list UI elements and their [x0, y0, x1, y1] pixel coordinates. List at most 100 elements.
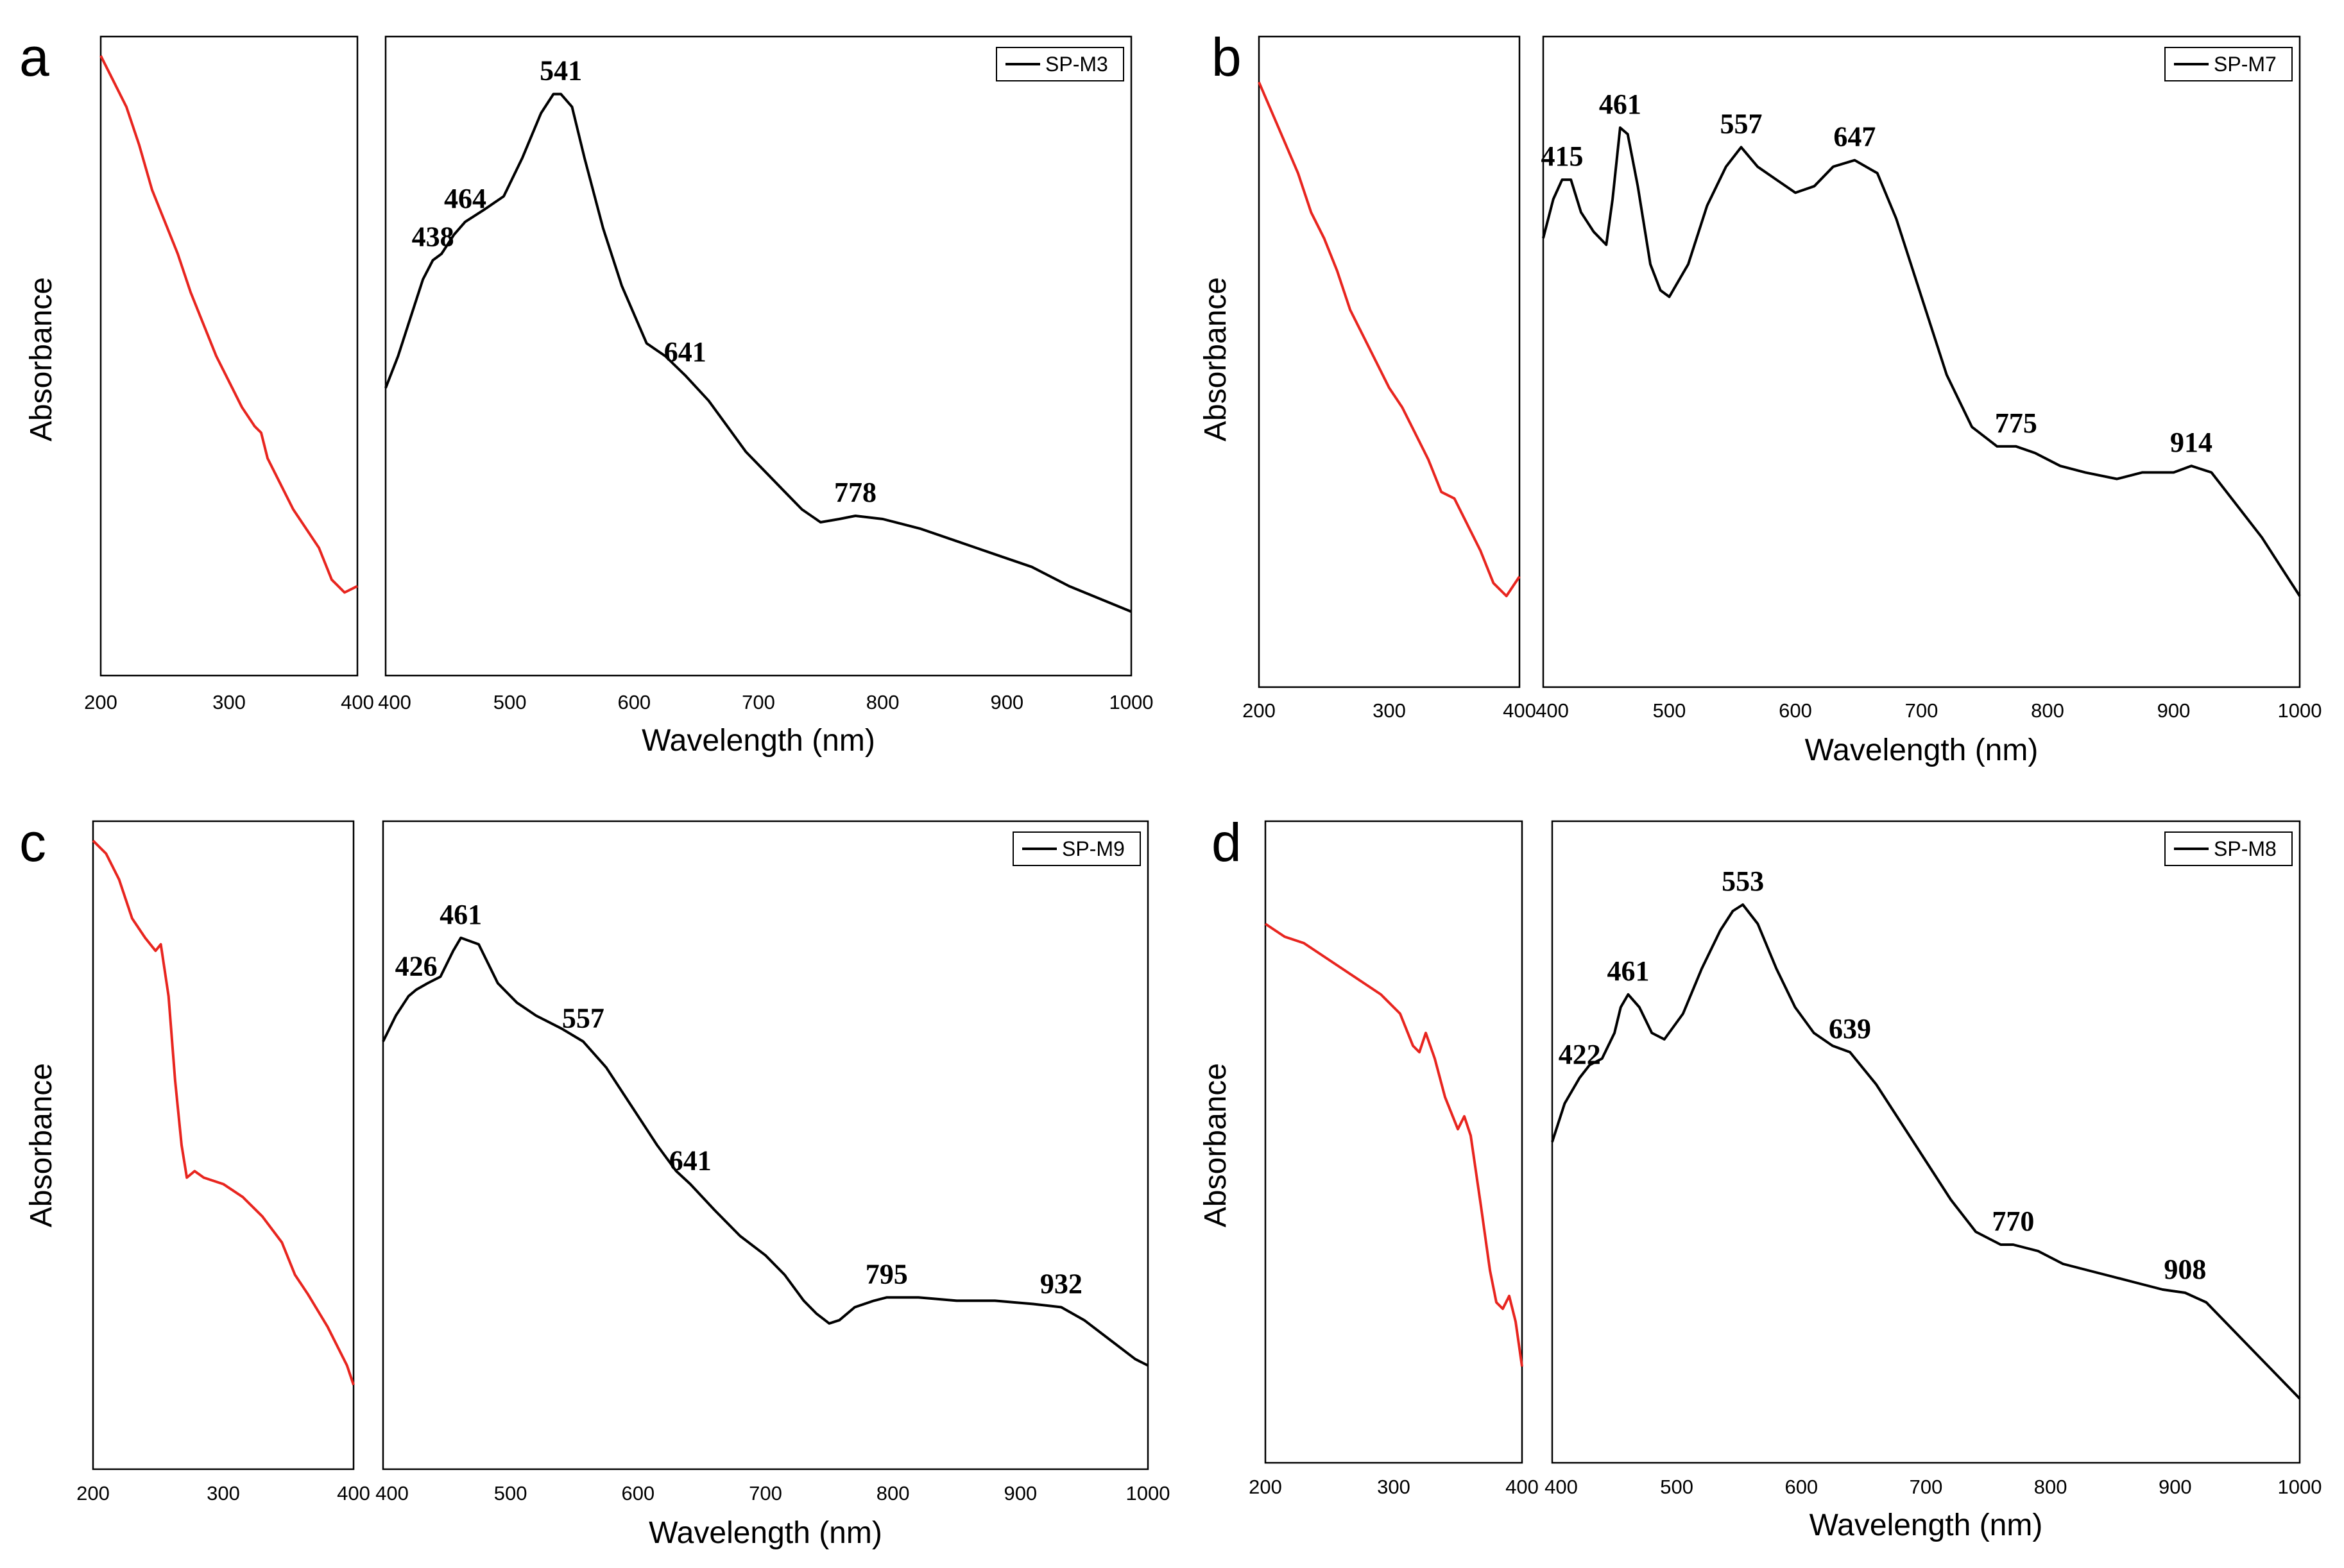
legend-label: SP-M7: [2214, 53, 2277, 76]
peak-label: 795: [866, 1258, 908, 1290]
vis-tick-label: 600: [1784, 1476, 1818, 1498]
vis-tick-label: 1000: [2278, 699, 2322, 722]
peak-label: 557: [562, 1002, 604, 1034]
vis-tick-label: 1000: [1109, 691, 1154, 713]
uv-absorbance-curve: [1258, 81, 1521, 597]
uv-tick-label: 400: [1505, 1476, 1539, 1498]
uv-tick-label: 400: [341, 691, 374, 713]
uv-absorbance-curve: [99, 55, 358, 594]
visible-absorbance-curve: [382, 936, 1149, 1367]
peak-label: 908: [2164, 1254, 2206, 1285]
peak-label: 461: [1607, 955, 1649, 987]
uv-tick-label: 400: [1503, 699, 1536, 722]
peak-label: 464: [444, 183, 486, 214]
y-axis-label: Absorbance: [1199, 1063, 1233, 1227]
peak-label: 461: [440, 899, 482, 930]
visible-absorbance-curve: [1542, 126, 2301, 597]
vis-tick-label: 600: [617, 691, 651, 713]
peak-label: 438: [412, 221, 454, 253]
vis-tick-label: 800: [2034, 1476, 2067, 1498]
peak-label: 914: [2170, 427, 2212, 458]
x-axis-label: Wavelength (nm): [642, 724, 875, 758]
vis-tick-label: 600: [1779, 699, 1812, 722]
peak-label: 553: [1722, 865, 1764, 897]
vis-tick-label: 700: [1910, 1476, 1943, 1498]
uv-plot-frame: [1258, 35, 1521, 688]
peak-label: 639: [1829, 1013, 1871, 1044]
x-axis-label: Wavelength (nm): [1805, 733, 2039, 767]
uv-absorbance-curve: [1264, 923, 1523, 1367]
vis-tick-label: 500: [494, 1482, 527, 1504]
peak-label: 641: [669, 1145, 712, 1177]
vis-tick-label: 400: [375, 1482, 409, 1504]
vis-tick-label: 400: [1544, 1476, 1578, 1498]
uv-plot-frame: [99, 35, 359, 677]
visible-absorbance-curve: [384, 92, 1132, 613]
peak-label: 775: [1995, 407, 2037, 439]
vis-tick-label: 700: [742, 691, 775, 713]
peak-label: 461: [1599, 89, 1641, 120]
uv-tick-label: 300: [207, 1482, 240, 1504]
uv-plot-frame: [1264, 820, 1523, 1464]
legend-label: SP-M8: [2214, 837, 2277, 860]
uv-tick-label: 300: [1373, 699, 1406, 722]
panel-c: c Absorbance 200 300 400 400 500 600 700 800 900 10…: [19, 812, 1170, 1550]
panel-letter: a: [19, 27, 49, 87]
panel-letter: d: [1211, 812, 1242, 873]
vis-tick-label: 1000: [1126, 1482, 1170, 1504]
uv-tick-label: 300: [212, 691, 246, 713]
uv-tick-label: 200: [1249, 1476, 1282, 1498]
vis-tick-label: 400: [378, 691, 411, 713]
x-axis-label: Wavelength (nm): [649, 1516, 882, 1550]
peak-label: 770: [1992, 1206, 2034, 1237]
legend-label: SP-M9: [1062, 837, 1125, 860]
vis-tick-label: 500: [1653, 699, 1686, 722]
uv-tick-label: 400: [337, 1482, 370, 1504]
vis-plot-frame: [1542, 35, 2301, 688]
vis-tick-label: 700: [749, 1482, 782, 1504]
vis-tick-label: 800: [2031, 699, 2064, 722]
panel-b: b Absorbance 200 300 400 400 500 600 700 800 900 10…: [1199, 27, 2322, 767]
vis-tick-label: 800: [866, 691, 900, 713]
uv-absorbance-curve: [92, 839, 355, 1386]
peak-label: 557: [1720, 108, 1763, 139]
peak-label: 932: [1040, 1268, 1082, 1300]
vis-tick-label: 500: [1660, 1476, 1693, 1498]
panel-letter: c: [19, 812, 46, 873]
uv-plot-frame: [92, 820, 355, 1470]
vis-tick-label: 900: [2159, 1476, 2192, 1498]
vis-plot-frame: [1551, 820, 2301, 1464]
x-axis-label: Wavelength (nm): [1809, 1508, 2043, 1542]
y-axis-label: Absorbance: [24, 277, 58, 441]
vis-plot-frame: [382, 820, 1149, 1470]
peak-label: 778: [834, 477, 877, 508]
vis-tick-label: 400: [1536, 699, 1569, 722]
peak-label: 647: [1833, 121, 1876, 153]
vis-tick-label: 800: [877, 1482, 910, 1504]
legend-label: SP-M3: [1045, 53, 1108, 76]
peak-label: 541: [540, 55, 582, 87]
uv-tick-label: 200: [84, 691, 117, 713]
panel-letter: b: [1211, 27, 1242, 87]
peak-label: 415: [1541, 141, 1583, 172]
peak-label: 426: [395, 951, 438, 982]
panel-a: a Absorbance 200 300 400 400 500 600 700 800 900 10…: [19, 27, 1153, 758]
vis-plot-frame: [384, 35, 1133, 677]
y-axis-label: Absorbance: [1199, 277, 1233, 441]
visible-absorbance-curve: [1551, 903, 2301, 1400]
peak-label: 422: [1559, 1039, 1601, 1070]
vis-tick-label: 600: [621, 1482, 654, 1504]
vis-tick-label: 500: [493, 691, 527, 713]
vis-tick-label: 900: [1004, 1482, 1037, 1504]
vis-tick-label: 1000: [2278, 1476, 2322, 1498]
uv-tick-label: 200: [1242, 699, 1276, 722]
y-axis-label: Absorbance: [24, 1063, 58, 1227]
vis-tick-label: 900: [2157, 699, 2191, 722]
peak-label: 641: [664, 336, 706, 368]
uv-tick-label: 300: [1377, 1476, 1410, 1498]
uv-tick-label: 200: [76, 1482, 110, 1504]
vis-tick-label: 900: [990, 691, 1023, 713]
vis-tick-label: 700: [1905, 699, 1938, 722]
panel-d: d Absorbance 200 300 400 400 500 600 700 800 900 10…: [1199, 812, 2322, 1542]
